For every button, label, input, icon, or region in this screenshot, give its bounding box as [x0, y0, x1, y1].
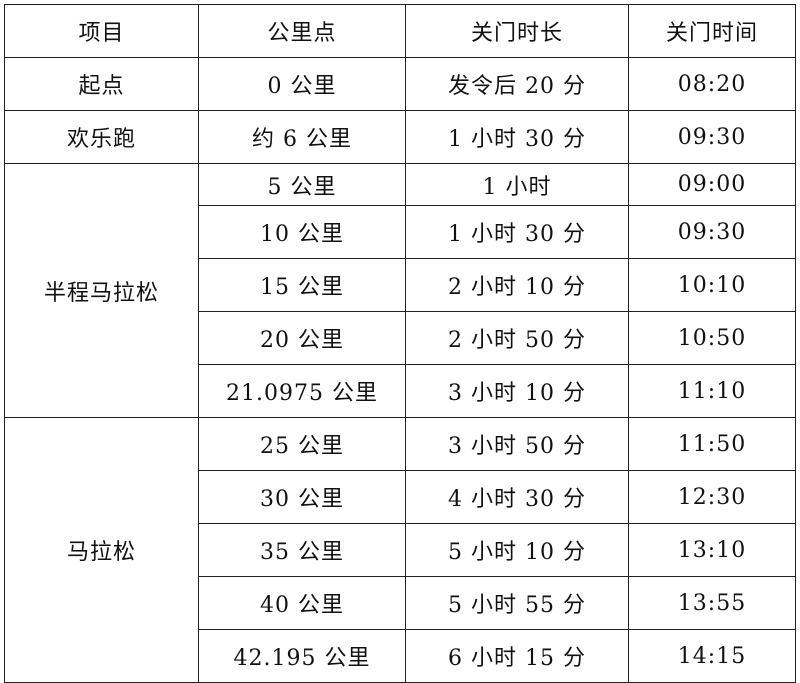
table-row: 半程马拉松 5 公里 1 小时 09:00	[4, 163, 796, 418]
time-cell: 14:15	[628, 629, 796, 683]
duration-cell: 2 小时 50 分	[405, 311, 629, 365]
header-cell: 公里点	[198, 4, 406, 58]
duration-cell: 1 小时 30 分	[405, 110, 629, 164]
km-cell: 25 公里	[198, 417, 406, 471]
time-cell: 09:00	[628, 163, 796, 206]
header-cell: 关门时长	[405, 4, 629, 58]
table-row: 10 公里 1 小时 30 分 09:30	[5, 205, 796, 259]
table-row: 42.195 公里 6 小时 15 分 14:15	[5, 629, 796, 683]
time-cell: 13:55	[628, 576, 796, 630]
time-cell: 09:30	[628, 110, 796, 164]
header-cell: 项目	[4, 4, 199, 58]
event-cell: 半程马拉松	[4, 163, 199, 418]
time-cell: 12:30	[628, 470, 796, 524]
event-cell: 欢乐跑	[4, 110, 199, 164]
duration-cell: 4 小时 30 分	[405, 470, 629, 524]
table-row: 马拉松 25 公里 3 小时 50 分 11:50	[4, 417, 796, 683]
duration-cell: 5 小时 55 分	[405, 576, 629, 630]
km-cell: 30 公里	[198, 470, 406, 524]
duration-cell: 6 小时 15 分	[405, 629, 629, 683]
km-cell: 0 公里	[198, 57, 406, 111]
table-row: 欢乐跑 约 6 公里 1 小时 30 分 09:30	[4, 110, 796, 164]
duration-cell: 3 小时 50 分	[405, 417, 629, 471]
time-cell: 11:50	[628, 417, 796, 471]
km-cell: 约 6 公里	[198, 110, 406, 164]
duration-cell: 1 小时	[405, 163, 629, 206]
duration-cell: 1 小时 30 分	[405, 205, 629, 259]
table-row: 起点 0 公里 发令后 20 分 08:20	[4, 57, 796, 111]
header-cell: 关门时间	[628, 4, 796, 58]
table-row: 40 公里 5 小时 55 分 13:55	[5, 576, 796, 630]
km-cell: 20 公里	[198, 311, 406, 365]
km-cell: 21.0975 公里	[198, 364, 406, 418]
time-cell: 13:10	[628, 523, 796, 577]
time-cell: 10:10	[628, 258, 796, 312]
duration-cell: 3 小时 10 分	[405, 364, 629, 418]
km-cell: 42.195 公里	[198, 629, 406, 683]
event-cell: 起点	[4, 57, 199, 111]
km-cell: 15 公里	[198, 258, 406, 312]
cutoff-time-table: 项目 公里点 关门时长 关门时间 起点 0 公里 发令后 20 分 08:20 …	[4, 4, 796, 683]
km-cell: 5 公里	[198, 163, 406, 206]
km-cell: 35 公里	[198, 523, 406, 577]
header-row: 项目 公里点 关门时长 关门时间	[4, 4, 796, 58]
time-cell: 09:30	[628, 205, 796, 259]
table-row: 35 公里 5 小时 10 分 13:10	[5, 523, 796, 577]
table-row: 30 公里 4 小时 30 分 12:30	[5, 470, 796, 524]
duration-cell: 发令后 20 分	[405, 57, 629, 111]
km-cell: 40 公里	[198, 576, 406, 630]
km-cell: 10 公里	[198, 205, 406, 259]
duration-cell: 5 小时 10 分	[405, 523, 629, 577]
time-cell: 08:20	[628, 57, 796, 111]
duration-cell: 2 小时 10 分	[405, 258, 629, 312]
time-cell: 10:50	[628, 311, 796, 365]
table-row: 21.0975 公里 3 小时 10 分 11:10	[5, 364, 796, 418]
event-cell: 马拉松	[4, 417, 199, 683]
time-cell: 11:10	[628, 364, 796, 418]
